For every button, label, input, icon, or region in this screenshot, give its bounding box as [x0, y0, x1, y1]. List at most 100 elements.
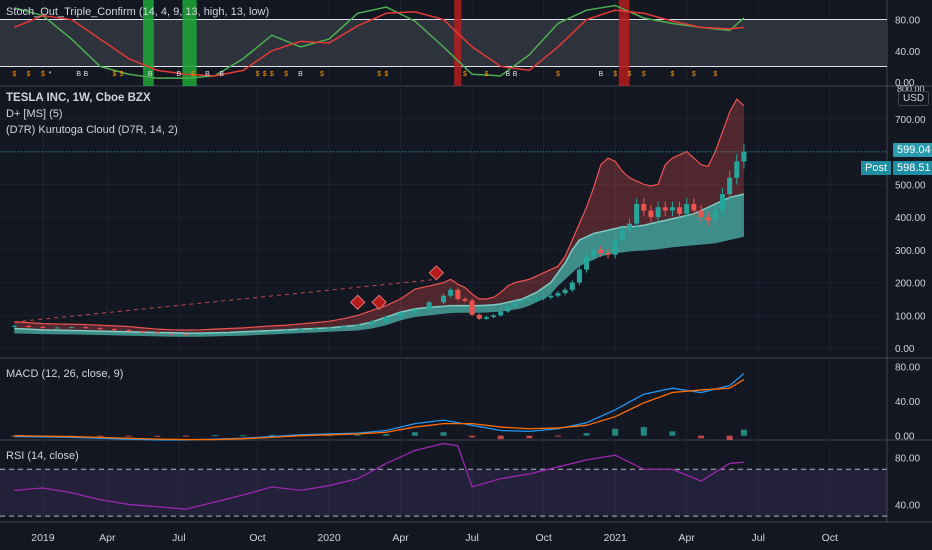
rsi-band — [0, 469, 887, 517]
candle-body — [54, 327, 60, 329]
stoch-signal-mark: * — [49, 71, 52, 78]
symbol-title[interactable]: TESLA INC, 1W, Cboe BZX — [6, 92, 151, 104]
candle-body — [154, 332, 160, 334]
candle-body — [283, 330, 289, 332]
y-tick-label: 0.00 — [895, 344, 915, 355]
stoch-highlight-band — [618, 0, 630, 86]
y-tick-label: 80.00 — [895, 454, 920, 465]
candle-body — [734, 161, 740, 178]
macd-histogram-bar — [526, 435, 533, 439]
y-tick-label: 40.00 — [895, 47, 920, 58]
candle-body — [641, 203, 647, 211]
dplus-upper-line — [14, 98, 745, 331]
dashed-trend-line — [14, 278, 437, 323]
indicator-dplus-label[interactable]: D+ [MS] (5) — [6, 108, 63, 120]
macd-histogram-bar — [698, 435, 705, 439]
y-tick-label: 40.00 — [895, 397, 920, 408]
candle-body — [626, 223, 632, 231]
time-axis-label: 2020 — [317, 532, 341, 544]
rsi-pane-title[interactable]: RSI (14, close) — [6, 450, 79, 462]
stoch-signal-mark: $ — [613, 71, 617, 78]
stoch-signal-mark: $ — [713, 71, 717, 78]
candle-body — [619, 230, 625, 241]
candle-body — [612, 240, 618, 255]
macd-pane-title[interactable]: MACD (12, 26, close, 9) — [6, 368, 124, 380]
diamond-marker — [371, 294, 387, 310]
macd-histogram-bar — [211, 435, 218, 437]
time-axis-label: 2019 — [31, 532, 55, 544]
candle-body — [698, 210, 704, 218]
candle-body — [569, 282, 575, 290]
candle-body — [519, 300, 525, 303]
macd-histogram-bar — [554, 435, 561, 437]
time-axis-label: Apr — [99, 532, 116, 544]
stoch-signal-mark: B — [84, 71, 89, 78]
y-tick-label: 0.00 — [895, 432, 915, 443]
stoch-band — [0, 19, 887, 67]
indicator-kurutoga-label[interactable]: (D7R) Kurutoga Cloud (D7R, 14, 2) — [6, 124, 178, 136]
candle-body — [476, 314, 482, 319]
y-tick-label: 80.00 — [895, 16, 920, 27]
stoch-highlight-band — [454, 0, 462, 86]
stoch-signal-mark: $ — [284, 71, 288, 78]
stoch-signal-mark: B — [298, 71, 303, 78]
candle-body — [584, 256, 590, 270]
candle-body — [576, 269, 582, 283]
stoch-signal-mark: $ — [484, 71, 488, 78]
candle-body — [140, 331, 146, 333]
time-axis-label: Apr — [392, 532, 409, 544]
candle-body — [440, 295, 447, 303]
stoch-signal-mark: $ — [692, 71, 696, 78]
candle-body — [541, 297, 547, 299]
time-axis-label: Jul — [172, 532, 185, 544]
candle-body — [97, 328, 103, 330]
candle-body — [226, 333, 232, 335]
macd-histogram-bar — [354, 434, 361, 436]
stoch-signal-mark: $ — [320, 71, 324, 78]
macd-histogram-bar — [182, 435, 189, 437]
candle-body — [662, 207, 668, 211]
macd-histogram-bar — [440, 432, 447, 436]
macd-histogram-bar — [240, 435, 247, 437]
time-axis-label: Apr — [679, 532, 696, 544]
y-tick-label: 80.00 — [895, 363, 920, 374]
candle-body — [340, 325, 346, 328]
candle-body — [83, 327, 89, 329]
candle-body — [69, 327, 75, 329]
candle-body — [11, 325, 17, 327]
candle-body — [426, 302, 432, 310]
stoch-highlight-band — [182, 0, 197, 86]
currency-badge[interactable]: USD — [898, 91, 930, 106]
candle-body — [562, 289, 568, 294]
candle-body — [655, 207, 661, 218]
candle-body — [648, 210, 654, 218]
candle-body — [491, 315, 497, 318]
time-axis-label: Oct — [249, 532, 265, 544]
macd-histogram-bar — [669, 431, 676, 436]
candle-body — [448, 289, 454, 296]
candle-body — [605, 253, 611, 255]
stoch-signal-mark: $ — [112, 71, 116, 78]
macd-histogram-bar — [383, 433, 390, 436]
candle-body — [591, 249, 597, 257]
macd-histogram-bar — [612, 428, 619, 436]
candle-body — [684, 203, 690, 214]
stoch-signal-mark: $ — [12, 71, 16, 78]
stoch-signal-mark: B — [76, 71, 81, 78]
candle-body — [355, 324, 361, 326]
candle-body — [712, 210, 718, 221]
candle-body — [462, 299, 468, 301]
candle-body — [719, 194, 725, 211]
macd-line — [14, 373, 745, 441]
candle-body — [483, 317, 489, 319]
candle-body — [455, 289, 461, 300]
y-tick-label: 500.00 — [895, 180, 926, 191]
stoch-green-line — [14, 4, 745, 79]
y-tick-label: 400.00 — [895, 213, 926, 224]
stoch-signal-mark: $ — [642, 71, 646, 78]
stoch-signal-mark: $ — [670, 71, 674, 78]
y-tick-label: 300.00 — [895, 246, 926, 257]
time-axis-label: Jul — [752, 532, 765, 544]
stoch-signal-mark: B — [148, 71, 153, 78]
